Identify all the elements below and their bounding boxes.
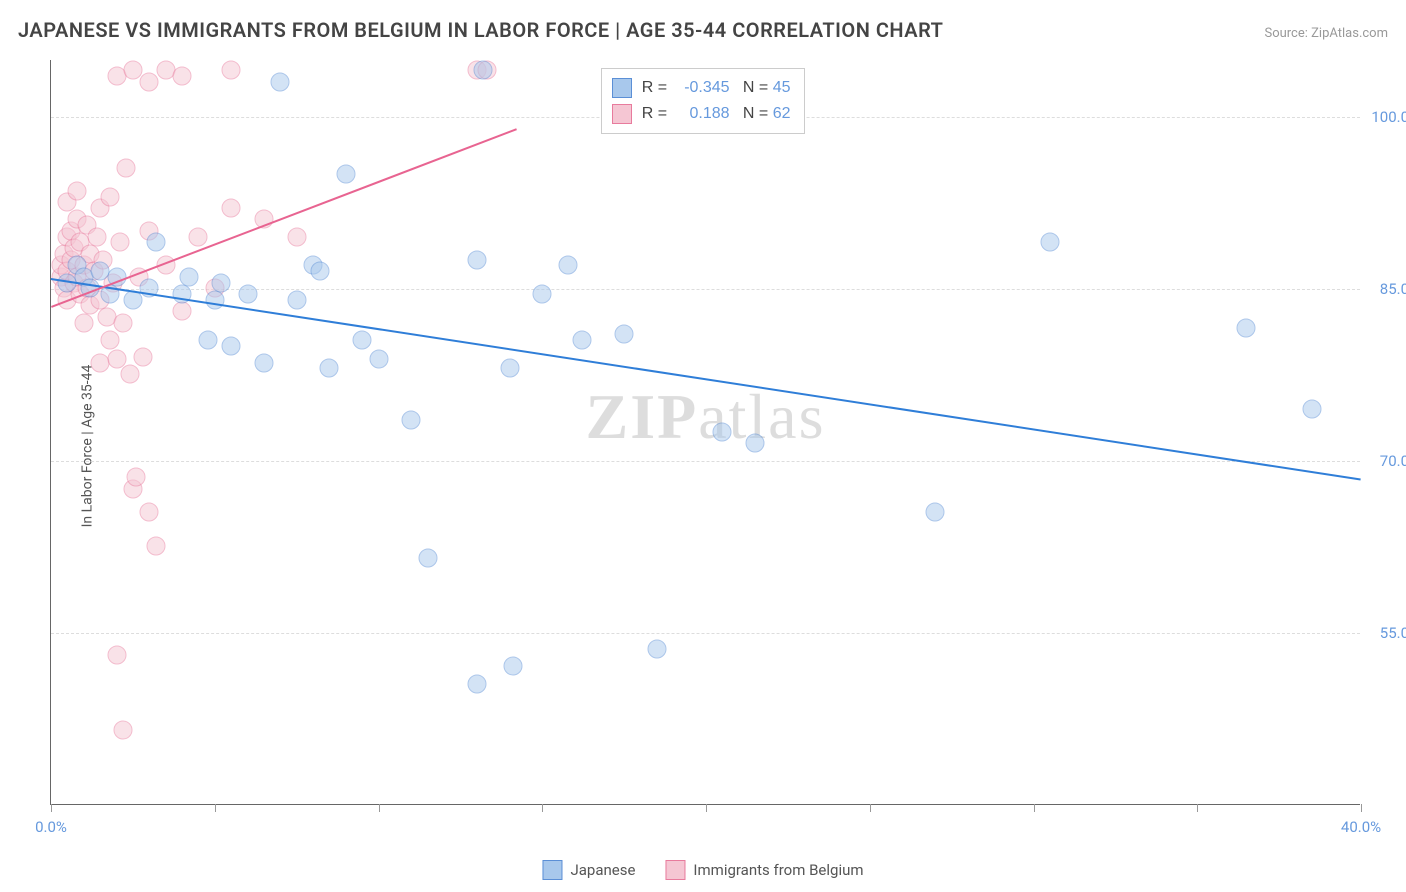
legend-item-belgium: Immigrants from Belgium: [665, 860, 863, 880]
x-tick: [215, 804, 216, 812]
legend-item-japanese: Japanese: [542, 860, 635, 880]
y-tick-label: 85.0%: [1380, 280, 1406, 298]
data-point: [503, 657, 522, 676]
x-tick: [1034, 804, 1035, 812]
data-point: [320, 359, 339, 378]
data-point: [140, 502, 159, 521]
chart-title: JAPANESE VS IMMIGRANTS FROM BELGIUM IN L…: [18, 18, 943, 42]
source-attribution: Source: ZipAtlas.com: [1264, 26, 1388, 41]
stats-swatch-icon: [612, 78, 632, 98]
gridline: [51, 633, 1360, 634]
data-point: [173, 302, 192, 321]
legend-label: Japanese: [570, 861, 635, 879]
data-point: [474, 61, 493, 80]
x-axis-max-label: 40.0%: [1341, 818, 1381, 836]
data-point: [74, 313, 93, 332]
data-point: [114, 313, 133, 332]
data-point: [100, 187, 119, 206]
data-point: [336, 164, 355, 183]
data-point: [572, 330, 591, 349]
stats-row: R = 0.188 N = 62: [612, 101, 791, 127]
x-tick: [1197, 804, 1198, 812]
data-point: [500, 359, 519, 378]
data-point: [179, 267, 198, 286]
trend-line: [51, 129, 517, 309]
data-point: [713, 422, 732, 441]
x-tick: [379, 804, 380, 812]
data-point: [110, 233, 129, 252]
data-point: [68, 181, 87, 200]
data-point: [133, 348, 152, 367]
data-point: [114, 720, 133, 739]
data-point: [647, 640, 666, 659]
data-point: [287, 290, 306, 309]
stats-box: R = -0.345 N = 45 R = 0.188 N = 62: [601, 68, 806, 134]
data-point: [467, 250, 486, 269]
data-point: [1040, 233, 1059, 252]
data-point: [146, 537, 165, 556]
data-point: [189, 227, 208, 246]
data-point: [140, 72, 159, 91]
x-axis-min-label: 0.0%: [35, 818, 67, 836]
data-point: [212, 273, 231, 292]
data-point: [146, 233, 165, 252]
data-point: [120, 365, 139, 384]
data-point: [107, 646, 126, 665]
data-point: [559, 256, 578, 275]
data-point: [615, 325, 634, 344]
data-point: [127, 468, 146, 487]
data-point: [222, 336, 241, 355]
data-point: [100, 330, 119, 349]
data-point: [271, 72, 290, 91]
y-tick-label: 55.0%: [1380, 624, 1406, 642]
x-tick: [870, 804, 871, 812]
legend-label: Immigrants from Belgium: [693, 861, 863, 879]
x-tick: [706, 804, 707, 812]
data-point: [467, 674, 486, 693]
data-point: [222, 199, 241, 218]
y-tick-label: 100.0%: [1371, 108, 1406, 126]
legend-swatch-icon: [665, 860, 685, 880]
data-point: [205, 290, 224, 309]
bottom-legend: Japanese Immigrants from Belgium: [542, 860, 863, 880]
data-point: [369, 350, 388, 369]
data-point: [1237, 319, 1256, 338]
data-point: [123, 61, 142, 80]
data-point: [533, 284, 552, 303]
data-point: [402, 411, 421, 430]
x-tick: [51, 804, 52, 812]
stats-text: R = 0.188 N = 62: [642, 105, 791, 123]
data-point: [254, 353, 273, 372]
data-point: [173, 67, 192, 86]
data-point: [117, 158, 136, 177]
data-point: [1302, 399, 1321, 418]
data-point: [238, 284, 257, 303]
data-point: [199, 330, 218, 349]
stats-row: R = -0.345 N = 45: [612, 75, 791, 101]
trend-line: [51, 278, 1361, 481]
data-point: [746, 433, 765, 452]
scatter-chart: ZIPatlas 55.0%70.0%85.0%100.0%0.0%40.0%R…: [50, 60, 1360, 805]
x-tick: [1361, 804, 1362, 812]
data-point: [926, 502, 945, 521]
data-point: [353, 330, 372, 349]
y-tick-label: 70.0%: [1380, 452, 1406, 470]
data-point: [87, 227, 106, 246]
legend-swatch-icon: [542, 860, 562, 880]
data-point: [222, 61, 241, 80]
data-point: [418, 548, 437, 567]
stats-swatch-icon: [612, 104, 632, 124]
stats-text: R = -0.345 N = 45: [642, 79, 791, 97]
x-tick: [542, 804, 543, 812]
gridline: [51, 461, 1360, 462]
data-point: [287, 227, 306, 246]
data-point: [310, 262, 329, 281]
